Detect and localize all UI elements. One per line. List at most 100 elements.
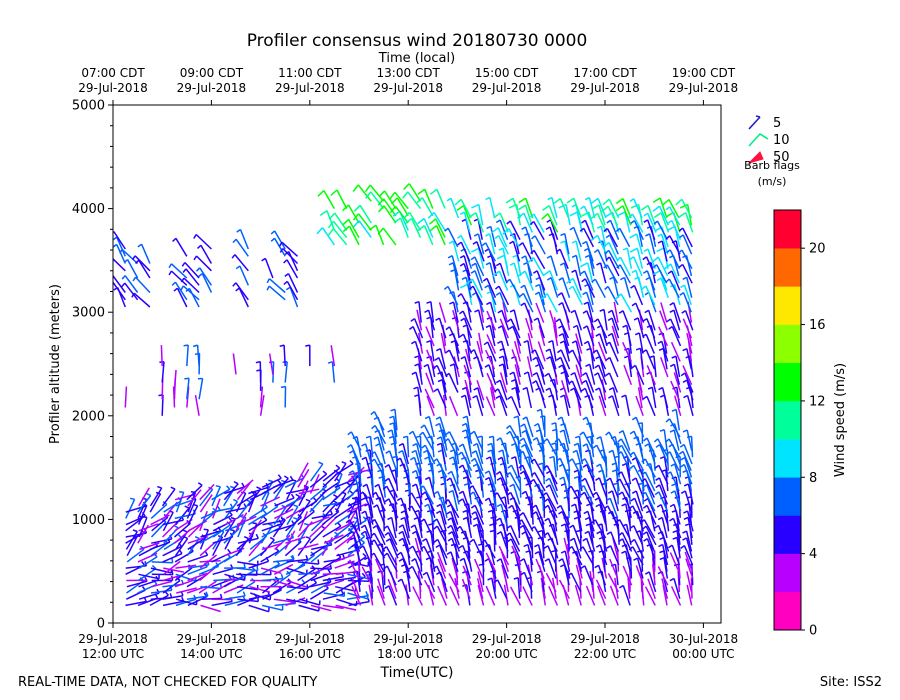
wind-barb [643, 248, 656, 269]
wind-barb [506, 491, 521, 512]
wind-barb [571, 254, 582, 277]
wind-barb [670, 341, 681, 362]
wind-barb [499, 372, 508, 393]
wind-barb [616, 264, 631, 284]
wind-barb [608, 387, 620, 409]
wind-barb [594, 564, 607, 586]
wind-barb [595, 477, 608, 498]
wind-barb [468, 212, 485, 233]
wind-barb [237, 533, 259, 544]
colorbar-band [774, 553, 801, 593]
wind-barb [458, 544, 472, 566]
wind-barb [414, 537, 422, 559]
barb-legend: 5 10 50 [747, 115, 790, 165]
wind-barb [387, 516, 397, 539]
wind-barb [417, 217, 434, 238]
wind-barb [352, 184, 372, 202]
wind-barb [435, 317, 447, 339]
wind-barb [138, 523, 159, 532]
wind-barb [416, 309, 423, 331]
wind-barb [482, 277, 497, 298]
wind-barb [459, 255, 471, 277]
wind-barb [469, 491, 483, 512]
wind-barb [510, 456, 520, 478]
wind-barb [621, 550, 632, 572]
wind-barb [665, 438, 681, 458]
top-tick-label-date: 29-Jul-2018 [275, 81, 345, 95]
wind-barb [448, 262, 459, 284]
wind-barb [273, 503, 294, 513]
wind-barb [113, 275, 126, 293]
wind-barb [644, 309, 656, 331]
wind-barb [186, 482, 203, 501]
wind-barb [523, 340, 533, 362]
wind-barb [672, 530, 681, 552]
wind-barb [621, 462, 632, 485]
wind-barb [361, 510, 373, 532]
wind-barb [609, 558, 619, 579]
wind-barb [615, 227, 631, 248]
barb-legend-item: 50 [747, 150, 790, 165]
wind-barb [420, 545, 435, 566]
wind-barb [487, 449, 497, 471]
wind-barb [558, 325, 570, 347]
wind-barb [235, 265, 249, 286]
wind-barb [192, 344, 200, 367]
wind-barb [509, 483, 521, 505]
wind-barb [361, 443, 373, 465]
wind-barb [273, 554, 295, 563]
wind-barb [500, 551, 510, 572]
wind-barb [521, 429, 534, 451]
wind-barb [273, 475, 289, 495]
wind-barb [377, 227, 397, 246]
wind-barb [330, 345, 336, 367]
wind-barb [458, 498, 473, 519]
wind-barb [352, 496, 361, 518]
wind-barb [445, 326, 460, 347]
wind-barb [595, 333, 608, 354]
wind-barb [543, 504, 558, 525]
wind-barb [603, 505, 619, 525]
wind-barb [570, 371, 583, 393]
wind-barb [594, 364, 607, 385]
wind-barb [631, 490, 644, 512]
wind-barb [657, 233, 669, 255]
wind-barb [139, 542, 160, 551]
wind-barb [378, 205, 397, 224]
wind-barb [520, 423, 533, 445]
wind-barb [260, 496, 281, 507]
wind-barb [383, 525, 398, 546]
wind-barb [438, 302, 447, 323]
wind-barb [513, 341, 521, 362]
colorbar-tick-label: 12 [809, 394, 826, 409]
wind-barb [505, 424, 521, 445]
wind-barb [470, 504, 485, 525]
wind-barb [498, 247, 509, 269]
wind-barb [517, 519, 533, 539]
wind-barb [503, 584, 509, 606]
wind-barb [670, 490, 682, 512]
wind-barb [546, 356, 558, 378]
wind-barb [173, 369, 177, 391]
wind-barb [224, 482, 245, 495]
wind-barb [656, 277, 670, 298]
wind-barb [373, 436, 385, 458]
wind-barb [384, 585, 398, 606]
wind-barb [274, 493, 295, 507]
wind-barb [532, 270, 546, 291]
wind-barb [505, 532, 521, 552]
wind-barb [464, 348, 472, 370]
wind-barb [371, 424, 387, 445]
wind-barb [495, 395, 508, 417]
wind-barb [581, 379, 594, 401]
wind-barb [298, 480, 309, 501]
wind-barb [447, 537, 460, 559]
wind-barb [596, 262, 607, 284]
wind-barb [497, 340, 508, 362]
wind-barb [568, 458, 583, 478]
wind-barb [505, 197, 522, 219]
wind-barb [682, 530, 693, 552]
wind-barb [643, 212, 657, 233]
wind-barb [609, 276, 620, 298]
wind-barb [469, 538, 484, 559]
